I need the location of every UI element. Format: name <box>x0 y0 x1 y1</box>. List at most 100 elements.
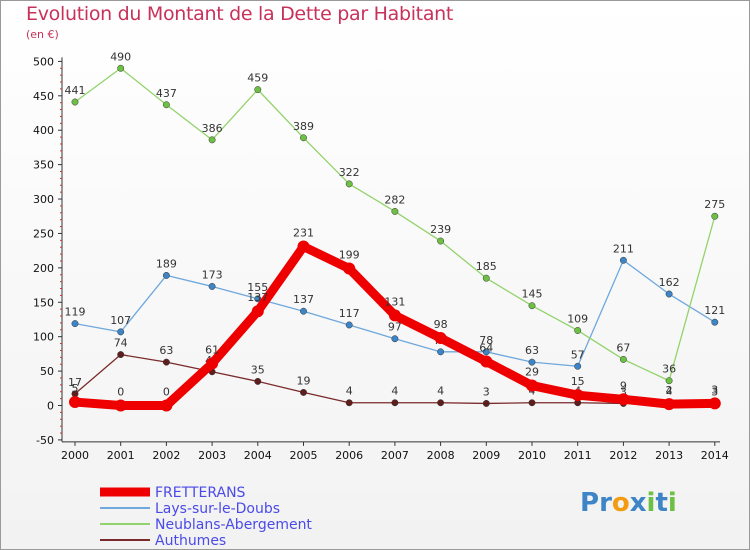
legend-label: FRETTERANS <box>155 485 246 501</box>
data-label: 2 <box>666 384 673 397</box>
data-point <box>708 397 721 410</box>
data-point <box>69 396 81 409</box>
data-point <box>117 64 125 72</box>
x-tick-label: 2011 <box>564 449 592 462</box>
x-tick-label: 2007 <box>381 449 409 462</box>
series-line-neublans-abergement <box>74 67 716 382</box>
proxiti-logo: Proxiti <box>580 488 677 518</box>
data-point <box>300 307 307 315</box>
legend-label: Lays-sur-le-Doubs <box>155 501 280 517</box>
data-label: 239 <box>430 223 451 236</box>
data-label: 67 <box>616 341 630 354</box>
y-tick-label: 200 <box>33 262 54 275</box>
data-point <box>343 262 356 275</box>
data-point <box>391 207 399 215</box>
data-label: 61 <box>205 344 219 357</box>
data-point <box>162 358 170 366</box>
data-point <box>437 237 445 245</box>
data-label: 211 <box>613 242 634 255</box>
data-point <box>617 393 630 406</box>
data-label: 3 <box>711 383 718 396</box>
data-label: 322 <box>339 166 360 179</box>
data-label: 199 <box>339 249 360 262</box>
data-point <box>254 86 262 94</box>
data-label: 9 <box>620 379 627 392</box>
data-point <box>619 355 627 363</box>
x-tick-label: 2001 <box>107 449 135 462</box>
data-point <box>251 305 264 318</box>
data-point <box>571 389 584 402</box>
x-tick-label: 2006 <box>335 449 363 462</box>
data-label: 117 <box>339 307 360 320</box>
y-tick-label: 300 <box>33 193 54 206</box>
data-label: 74 <box>114 337 128 350</box>
data-point <box>619 256 627 264</box>
data-label: 121 <box>704 304 725 317</box>
data-label: 36 <box>662 363 676 376</box>
data-label: 5 <box>72 382 79 395</box>
data-point <box>663 398 676 411</box>
data-point <box>437 348 445 356</box>
data-point <box>162 271 170 279</box>
data-point <box>254 295 262 303</box>
data-label: 35 <box>251 363 265 376</box>
data-point <box>345 180 353 188</box>
y-tick-label: 100 <box>33 331 54 344</box>
data-label: 0 <box>163 386 170 399</box>
data-label: 137 <box>247 291 268 304</box>
data-point <box>162 101 170 109</box>
x-tick-label: 2014 <box>701 449 729 462</box>
data-label: 78 <box>479 334 493 347</box>
x-tick-label: 2000 <box>61 449 89 462</box>
data-point <box>528 302 536 310</box>
data-label: 98 <box>434 318 448 331</box>
chart-title: Evolution du Montant de la Dette par Hab… <box>26 3 454 25</box>
data-label: 4 <box>391 385 398 398</box>
data-label: 490 <box>110 50 131 63</box>
x-tick-label: 2009 <box>472 449 500 462</box>
data-label: 389 <box>293 120 314 133</box>
data-point <box>391 399 399 407</box>
legend-label: Authumes <box>155 533 226 549</box>
data-label: 17 <box>68 376 82 389</box>
data-point <box>117 328 125 336</box>
data-label: 173 <box>202 268 223 281</box>
data-point <box>482 274 490 282</box>
data-label: 145 <box>522 288 543 301</box>
data-point <box>71 98 79 106</box>
data-label: 119 <box>65 306 86 319</box>
data-label: 0 <box>117 386 124 399</box>
data-point <box>665 290 673 298</box>
data-point <box>437 399 445 407</box>
data-point <box>482 399 490 407</box>
data-point <box>345 399 353 407</box>
legend-label: Neublans-Abergement <box>155 517 312 533</box>
data-label: 155 <box>247 281 268 294</box>
x-tick-label: 2004 <box>244 449 272 462</box>
data-point <box>711 318 719 326</box>
data-label: 63 <box>525 344 539 357</box>
data-label: 15 <box>571 375 585 388</box>
logo-letter: x <box>629 488 647 518</box>
data-point <box>526 379 538 392</box>
y-tick-label: 350 <box>33 159 54 172</box>
data-point <box>206 357 219 370</box>
data-label: 3 <box>483 385 490 398</box>
y-tick-label: 400 <box>33 124 54 137</box>
logo-letter: P <box>580 488 600 518</box>
y-tick-label: 500 <box>33 55 54 68</box>
x-tick-label: 2008 <box>427 449 455 462</box>
logo-letter: i <box>667 488 677 518</box>
data-label: 64 <box>479 341 493 354</box>
data-point <box>574 362 582 370</box>
data-point <box>71 320 79 328</box>
data-point <box>574 327 582 334</box>
data-label: 63 <box>159 344 173 357</box>
data-label: 459 <box>247 72 268 85</box>
y-tick-label: 0 <box>47 400 54 413</box>
data-point <box>160 399 173 412</box>
data-label: 29 <box>525 366 539 379</box>
data-point <box>208 136 216 144</box>
data-label: 231 <box>293 227 314 240</box>
data-label: 3 <box>711 385 718 398</box>
